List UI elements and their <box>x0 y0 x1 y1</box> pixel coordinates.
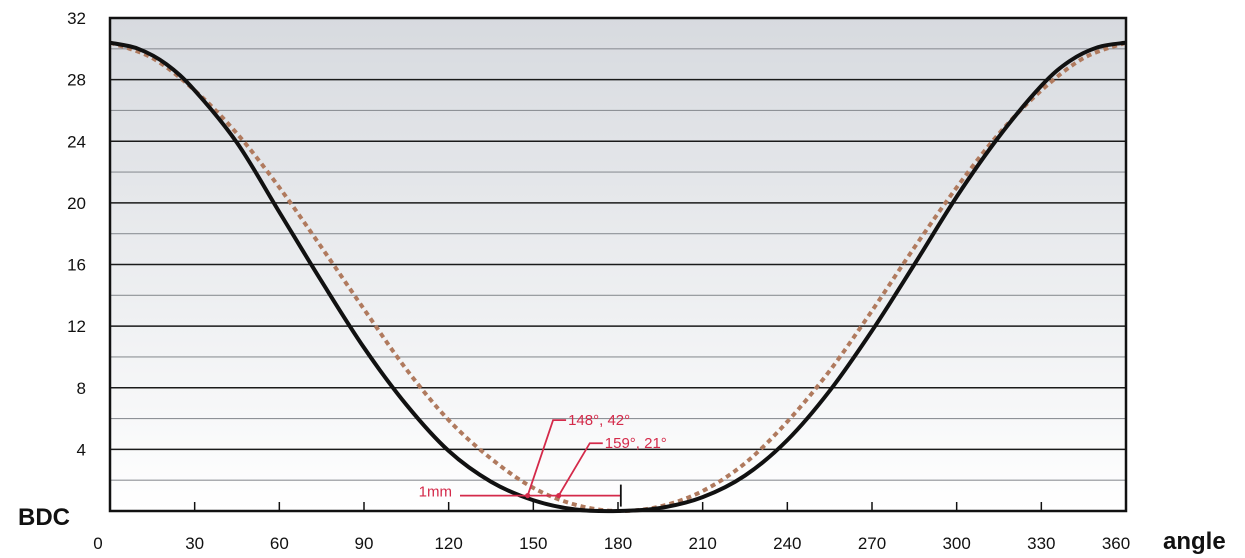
reference-label: 1mm <box>419 484 452 501</box>
x-tick-labels: 0 30 60 90 120 150 180 210 240 270 300 330 360 <box>93 534 1130 553</box>
annotation-label: 148°, 42° <box>568 412 630 429</box>
annotation-label: 159°, 21° <box>605 435 667 452</box>
y-tick-label: 28 <box>67 71 86 90</box>
y-tick-labels: 4 8 12 16 20 24 28 32 <box>67 9 86 459</box>
y-tick-label: 32 <box>67 9 86 28</box>
annotation-layer: 1mm 148°, 42° 159°, 21° <box>419 412 667 507</box>
y-tick-label: 24 <box>67 132 86 151</box>
y-axis-label: BDC <box>18 504 70 531</box>
y-tick-label: 12 <box>67 317 86 336</box>
y-tick-label: 16 <box>67 256 86 275</box>
x-tick-label: 30 <box>185 534 204 553</box>
annotation-leader <box>526 419 567 496</box>
x-tick-label: 240 <box>773 534 801 553</box>
annotation-leader <box>557 442 603 497</box>
x-tick-label: 150 <box>519 534 547 553</box>
gridlines <box>110 48 1126 481</box>
annotation-point <box>556 492 562 499</box>
x-axis-label: angle <box>1163 528 1226 555</box>
y-tick-label: 8 <box>77 379 86 398</box>
x-tick-label: 0 <box>93 534 102 553</box>
x-tick-label: 300 <box>942 534 970 553</box>
plot-frame <box>108 16 1128 513</box>
y-tick-label: 4 <box>77 440 86 459</box>
y-tick-label: 20 <box>67 194 86 213</box>
x-tick-label: 60 <box>270 534 289 553</box>
x-tick-label: 360 <box>1102 534 1130 553</box>
x-tick-label: 180 <box>604 534 632 553</box>
x-tick-label: 270 <box>858 534 886 553</box>
annotation-point <box>525 492 531 499</box>
x-tick-label: 210 <box>688 534 716 553</box>
x-tick-label: 90 <box>355 534 374 553</box>
x-tick-label: 330 <box>1027 534 1055 553</box>
x-tick-label: 120 <box>434 534 462 553</box>
